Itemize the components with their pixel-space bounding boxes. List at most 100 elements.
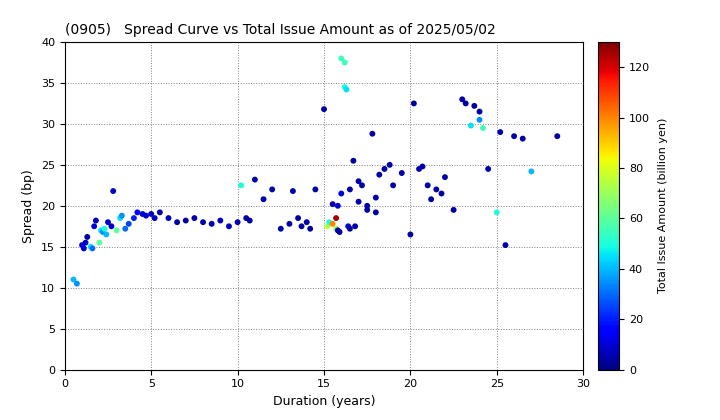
Point — [235, 182, 247, 189]
Point — [426, 196, 437, 202]
Point — [106, 223, 117, 230]
Point — [370, 194, 382, 201]
Point — [323, 219, 335, 226]
Point — [448, 207, 459, 213]
Point — [149, 215, 161, 221]
Point — [296, 223, 307, 230]
Point — [405, 231, 416, 238]
Point — [78, 245, 89, 252]
Point — [339, 59, 351, 66]
Point — [197, 219, 209, 226]
Point — [101, 231, 112, 238]
Point — [370, 209, 382, 216]
Point — [128, 215, 140, 221]
Point — [95, 227, 107, 234]
Point — [275, 226, 287, 232]
Point — [334, 228, 346, 235]
Point — [332, 227, 343, 234]
Point — [344, 186, 356, 193]
Point — [140, 212, 152, 219]
Point — [361, 207, 373, 213]
Point — [356, 182, 368, 189]
Point — [344, 226, 356, 232]
Point — [266, 186, 278, 193]
Point — [366, 130, 378, 137]
Point — [408, 100, 420, 107]
Point — [90, 217, 102, 224]
Point — [249, 176, 261, 183]
Point — [232, 219, 243, 226]
Point — [305, 226, 316, 232]
Point — [322, 223, 333, 230]
Point — [495, 129, 506, 135]
Point — [240, 215, 252, 221]
Point — [413, 165, 425, 172]
Point — [81, 234, 93, 240]
Point — [330, 215, 342, 221]
Point — [422, 182, 433, 189]
Point — [526, 168, 537, 175]
Point — [189, 215, 200, 221]
Point — [417, 163, 428, 170]
Point — [439, 174, 451, 181]
Point — [223, 223, 235, 230]
Y-axis label: Total Issue Amount (billion yen): Total Issue Amount (billion yen) — [658, 118, 668, 294]
Point — [102, 219, 114, 226]
Point — [482, 165, 494, 172]
Point — [94, 239, 105, 246]
Point — [244, 217, 256, 224]
Point — [107, 188, 119, 194]
Point — [111, 227, 122, 234]
Point — [349, 223, 361, 230]
Point — [379, 165, 390, 172]
Point — [99, 226, 110, 232]
Point — [332, 202, 343, 209]
Point — [116, 212, 127, 219]
Point — [85, 243, 96, 250]
Point — [330, 226, 342, 232]
Point — [460, 100, 472, 107]
Point — [327, 201, 338, 207]
Point — [384, 161, 395, 168]
Point — [353, 178, 364, 184]
Point — [500, 242, 511, 249]
Point — [310, 186, 321, 193]
Point — [374, 171, 385, 178]
X-axis label: Duration (years): Duration (years) — [273, 395, 375, 408]
Point — [343, 223, 354, 230]
Point — [396, 170, 408, 176]
Point — [284, 220, 295, 227]
Point — [327, 220, 338, 227]
Point — [339, 84, 351, 90]
Point — [336, 190, 347, 197]
Point — [431, 186, 442, 193]
Point — [517, 135, 528, 142]
Point — [477, 125, 489, 131]
Point — [206, 220, 217, 227]
Point — [469, 102, 480, 109]
Point — [97, 228, 109, 235]
Point — [145, 210, 157, 217]
Text: (0905)   Spread Curve vs Total Issue Amount as of 2025/05/02: (0905) Spread Curve vs Total Issue Amoun… — [65, 23, 495, 37]
Point — [171, 219, 183, 226]
Point — [301, 219, 312, 226]
Point — [353, 198, 364, 205]
Y-axis label: Spread (bp): Spread (bp) — [22, 169, 35, 243]
Point — [387, 182, 399, 189]
Point — [132, 209, 143, 216]
Point — [114, 215, 126, 221]
Point — [86, 245, 98, 252]
Point — [258, 196, 269, 202]
Point — [552, 133, 563, 139]
Point — [341, 86, 352, 93]
Point — [508, 133, 520, 139]
Point — [215, 217, 226, 224]
Point — [68, 276, 79, 283]
Point — [137, 210, 148, 217]
Point — [120, 226, 131, 232]
Point — [163, 215, 174, 221]
Point — [491, 209, 503, 216]
Point — [89, 223, 100, 230]
Point — [465, 122, 477, 129]
Point — [180, 217, 192, 224]
